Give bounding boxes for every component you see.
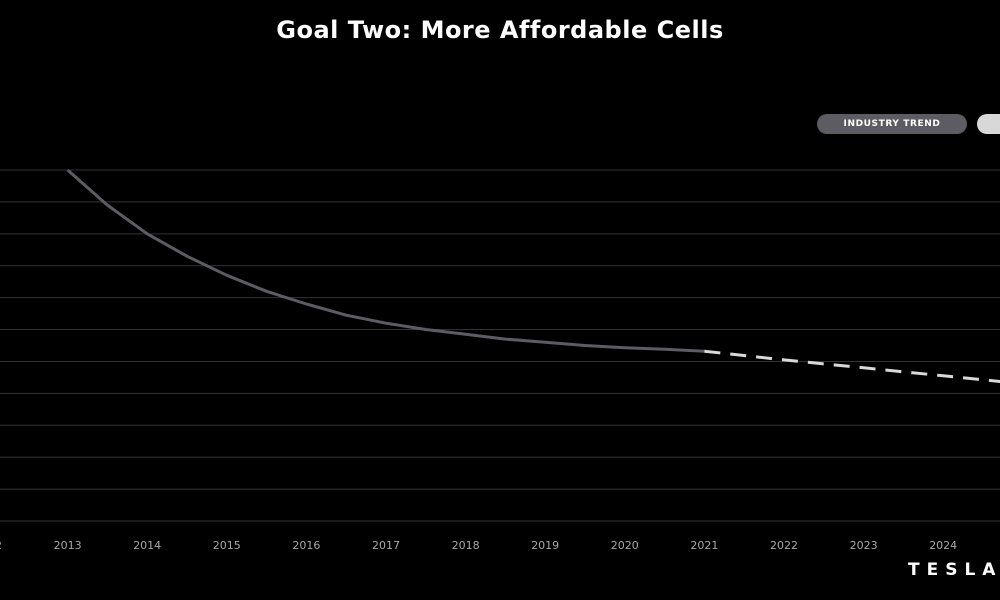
- projection-line: [704, 349, 1000, 384]
- x-tick-label: 2015: [213, 539, 241, 552]
- chart-title: Goal Two: More Affordable Cells: [276, 16, 724, 44]
- x-axis-ticks: 2012 2013 2014 2015 2016 2017 2018 2019 2020 2021…: [0, 539, 957, 552]
- x-tick-label: 2020: [611, 539, 639, 552]
- industry-trend-line: [66, 168, 705, 353]
- x-tick-label: 2013: [54, 539, 82, 552]
- x-tick-label: 2023: [850, 539, 878, 552]
- grid-lines: [0, 169, 1000, 522]
- series-lines: [66, 168, 1000, 384]
- x-tick-label: 2017: [372, 539, 400, 552]
- x-tick-label: 2021: [690, 539, 718, 552]
- legend-industry-trend: INDUSTRY TREND: [817, 114, 967, 134]
- x-tick-label: 2019: [531, 539, 559, 552]
- tesla-logo: TESLA: [908, 560, 1000, 580]
- x-tick-label: 2014: [133, 539, 161, 552]
- x-tick-label: 2016: [292, 539, 320, 552]
- x-tick-label: 2018: [452, 539, 480, 552]
- x-tick-label: 2022: [770, 539, 798, 552]
- x-tick-label: 2012: [0, 539, 2, 552]
- x-tick-label: 2024: [929, 539, 957, 552]
- legend-second-series: [977, 114, 1000, 134]
